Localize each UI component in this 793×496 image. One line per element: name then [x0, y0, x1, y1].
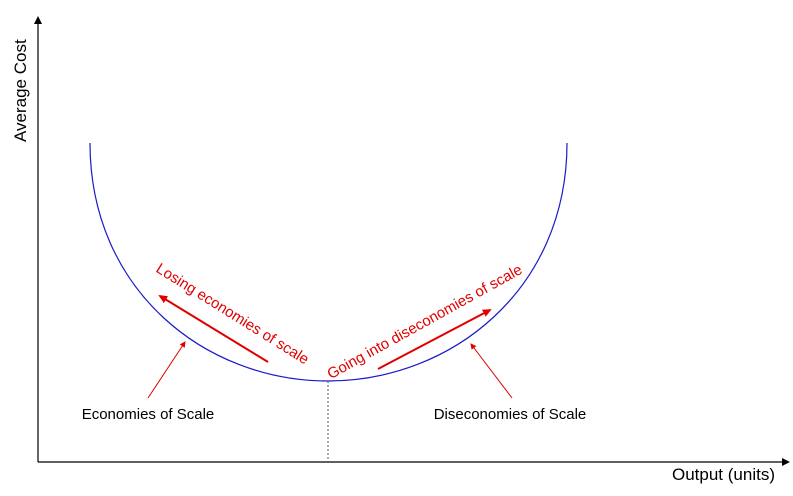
economies-pointer-arrow	[147, 341, 186, 399]
losing-economies-arrow	[158, 294, 269, 363]
going-into-diseconomies-label: Going into diseconomies of scale	[324, 261, 525, 383]
y-axis-label: Average Cost	[11, 39, 30, 142]
diseconomies-of-scale-label: Diseconomies of Scale	[434, 406, 587, 423]
economies-of-scale-label: Economies of Scale	[82, 406, 215, 423]
diseconomies-arrow	[377, 309, 492, 370]
diseconomies-pointer-arrow	[470, 343, 513, 399]
losing-economies-label: Losing economies of scale	[153, 260, 312, 368]
x-axis-label: Output (units)	[672, 465, 775, 484]
